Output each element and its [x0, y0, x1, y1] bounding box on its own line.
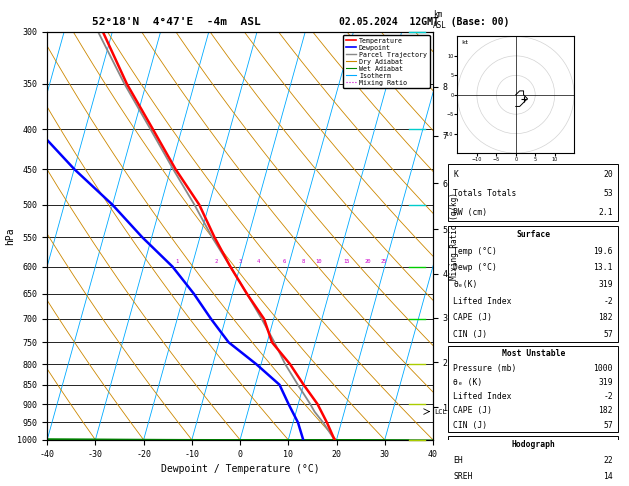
- Bar: [448, 436, 618, 486]
- Text: 02.05.2024  12GMT  (Base: 00): 02.05.2024 12GMT (Base: 00): [340, 17, 509, 27]
- Text: 1000: 1000: [594, 364, 613, 373]
- Text: 52°18'N  4°47'E  -4m  ASL: 52°18'N 4°47'E -4m ASL: [92, 17, 260, 27]
- Text: 57: 57: [603, 421, 613, 430]
- Text: SREH: SREH: [454, 472, 473, 481]
- Text: 8: 8: [302, 259, 305, 264]
- Text: Totals Totals: Totals Totals: [454, 190, 517, 198]
- Bar: [448, 164, 618, 222]
- Text: Dewp (°C): Dewp (°C): [454, 263, 498, 272]
- Legend: Temperature, Dewpoint, Parcel Trajectory, Dry Adiabat, Wet Adiabat, Isotherm, Mi: Temperature, Dewpoint, Parcel Trajectory…: [343, 35, 430, 88]
- Text: Surface: Surface: [516, 230, 550, 239]
- Text: 319: 319: [598, 280, 613, 289]
- Text: 182: 182: [598, 406, 613, 416]
- Text: kt: kt: [461, 40, 469, 45]
- Text: EH: EH: [454, 456, 463, 465]
- Bar: [448, 346, 618, 432]
- Text: 182: 182: [598, 313, 613, 322]
- Text: LCL: LCL: [434, 409, 447, 415]
- Text: 3: 3: [239, 259, 242, 264]
- Text: 25: 25: [381, 259, 387, 264]
- Text: 57: 57: [603, 330, 613, 339]
- Text: θₑ (K): θₑ (K): [454, 378, 482, 387]
- Text: -2: -2: [603, 392, 613, 401]
- Text: Pressure (mb): Pressure (mb): [454, 364, 517, 373]
- Text: -2: -2: [603, 296, 613, 306]
- Text: 22: 22: [603, 456, 613, 465]
- Text: 4: 4: [257, 259, 260, 264]
- Text: Temp (°C): Temp (°C): [454, 247, 498, 256]
- Text: K: K: [454, 170, 459, 179]
- Text: 14: 14: [603, 472, 613, 481]
- Text: 2: 2: [214, 259, 218, 264]
- Text: Lifted Index: Lifted Index: [454, 392, 512, 401]
- Text: 6: 6: [282, 259, 286, 264]
- Text: CAPE (J): CAPE (J): [454, 406, 493, 416]
- Text: θₑ(K): θₑ(K): [454, 280, 478, 289]
- Text: 20: 20: [603, 170, 613, 179]
- Y-axis label: hPa: hPa: [4, 227, 14, 244]
- Text: 13.1: 13.1: [594, 263, 613, 272]
- Text: CIN (J): CIN (J): [454, 421, 487, 430]
- Text: km
ASL: km ASL: [433, 10, 447, 30]
- Text: CAPE (J): CAPE (J): [454, 313, 493, 322]
- Text: 19.6: 19.6: [594, 247, 613, 256]
- Text: Most Unstable: Most Unstable: [501, 349, 565, 358]
- Y-axis label: Mixing Ratio (g/kg): Mixing Ratio (g/kg): [450, 192, 459, 279]
- Text: 319: 319: [598, 378, 613, 387]
- Text: Hodograph: Hodograph: [511, 440, 555, 449]
- X-axis label: Dewpoint / Temperature (°C): Dewpoint / Temperature (°C): [161, 464, 320, 474]
- Text: 15: 15: [343, 259, 350, 264]
- Text: PW (cm): PW (cm): [454, 208, 487, 217]
- Text: 20: 20: [364, 259, 371, 264]
- Bar: [448, 226, 618, 342]
- Text: 1: 1: [175, 259, 179, 264]
- Text: 53: 53: [603, 190, 613, 198]
- Text: Lifted Index: Lifted Index: [454, 296, 512, 306]
- Text: 2.1: 2.1: [598, 208, 613, 217]
- Text: 10: 10: [315, 259, 321, 264]
- Text: CIN (J): CIN (J): [454, 330, 487, 339]
